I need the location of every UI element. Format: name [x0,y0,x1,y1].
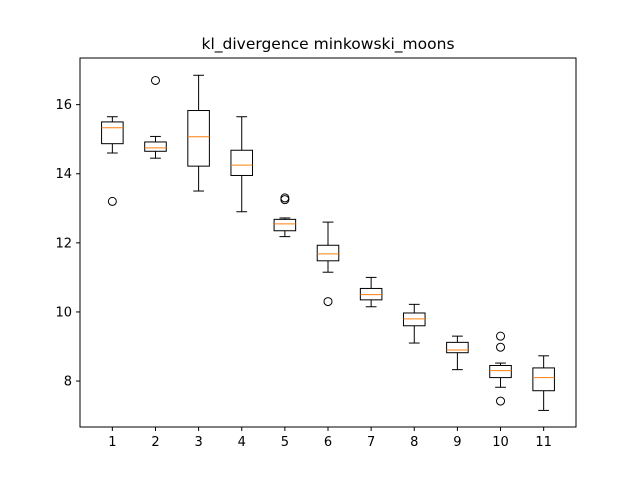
y-tick-label: 16 [55,98,72,113]
box-iqr [359,287,383,301]
x-tick-label: 2 [151,435,159,450]
outlier-point [496,331,506,341]
box-iqr [144,141,167,152]
box-iqr [101,121,124,145]
x-tick-label: 7 [367,435,375,450]
chart-title: kl_divergence minkowski_moons [201,35,454,54]
y-tick-label: 8 [64,375,72,390]
box-iqr [402,312,426,327]
outlier-point [107,196,117,206]
x-tick-label: 10 [492,435,509,450]
y-tick-label: 10 [55,305,72,320]
box-iqr [273,218,297,232]
x-tick-label: 11 [535,435,552,450]
box-iqr [489,365,512,379]
x-tick-label: 8 [410,435,418,450]
outlier-point [323,297,333,307]
x-tick-label: 3 [194,435,202,450]
x-tick-label: 4 [238,435,246,450]
box-iqr [316,244,340,262]
outlier-point [150,75,160,85]
box-iqr [446,341,469,354]
x-tick-label: 5 [281,435,289,450]
x-tick-label: 6 [324,435,332,450]
axes-frame [79,57,577,428]
y-tick-label: 12 [55,236,72,251]
box-iqr [187,110,210,167]
box-iqr [532,367,555,392]
outlier-point [496,396,506,406]
outlier-point [496,342,506,352]
box-iqr [230,149,254,176]
x-tick-label: 1 [108,435,116,450]
y-tick-label: 14 [55,167,72,182]
outlier-point [280,193,290,203]
x-tick-label: 9 [453,435,461,450]
